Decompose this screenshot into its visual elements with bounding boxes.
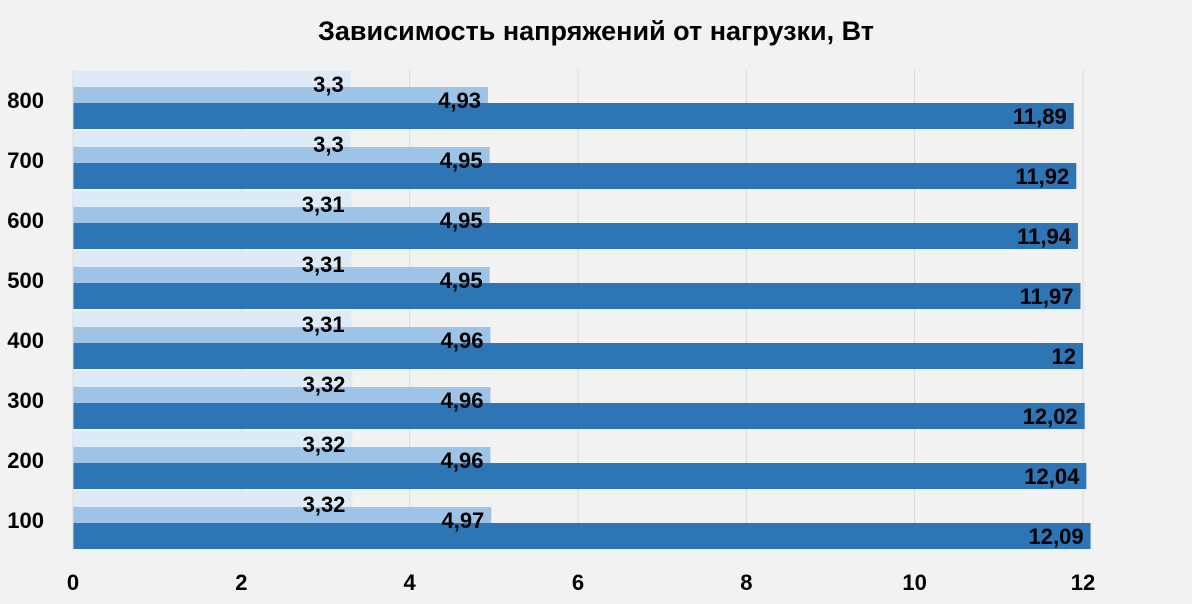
data-label: 3,32 [303,432,346,457]
bar-series-3-cat-500 [73,283,1081,309]
y-tick-label: 600 [7,208,44,233]
bars [73,71,1091,549]
data-label: 3,3 [313,72,344,97]
data-label: 4,93 [438,88,481,113]
bar-series-3-cat-700 [73,163,1077,189]
x-tick-label: 8 [740,570,752,595]
chart-title: Зависимость напряжений от нагрузки, Вт [318,16,874,46]
data-labels: 3,32 4,97 12,09 3,32 4,96 12,04 3,32 4,96 12,02 3… [302,72,1084,549]
data-label: 3,31 [302,192,345,217]
data-label: 3,31 [302,252,345,277]
data-label: 4,97 [441,508,484,533]
x-tick-label: 4 [404,570,417,595]
data-label: 3,3 [313,132,344,157]
data-label: 12 [1052,344,1076,369]
data-label: 4,95 [440,208,483,233]
data-label: 11,89 [1013,104,1067,129]
data-label: 4,96 [441,388,484,413]
data-label: 11,94 [1017,224,1072,249]
y-tick-label: 800 [7,88,44,113]
axes: 0 2 4 6 8 10 12 100 200 300 400 500 600 700 800 [7,70,1095,595]
bar-series-3-cat-800 [73,103,1074,129]
bar-series-3-cat-100 [73,523,1091,549]
data-label: 3,32 [303,492,346,517]
data-label: 3,31 [302,312,345,337]
y-tick-label: 300 [7,388,44,413]
data-label: 4,95 [440,268,483,293]
data-label: 4,96 [441,328,484,353]
x-tick-label: 2 [235,570,247,595]
x-tick-label: 6 [572,570,584,595]
data-label: 11,97 [1020,284,1074,309]
data-label: 12,02 [1023,404,1078,429]
bar-series-3-cat-400 [73,343,1083,369]
bar-series-3-cat-300 [73,403,1085,429]
x-tick-label: 12 [1071,570,1095,595]
data-label: 12,09 [1029,524,1084,549]
data-label: 11,92 [1015,164,1069,189]
y-tick-label: 100 [7,508,44,533]
y-tick-label: 500 [7,268,44,293]
y-tick-label: 200 [7,448,44,473]
data-label: 12,04 [1024,464,1080,489]
bar-series-3-cat-200 [73,463,1087,489]
x-tick-label: 0 [67,570,79,595]
y-tick-label: 400 [7,328,44,353]
y-tick-label: 700 [7,148,44,173]
x-tick-label: 10 [902,570,926,595]
data-label: 4,96 [441,448,484,473]
data-label: 4,95 [440,148,483,173]
data-label: 3,32 [303,372,346,397]
bar-series-3-cat-600 [73,223,1078,249]
